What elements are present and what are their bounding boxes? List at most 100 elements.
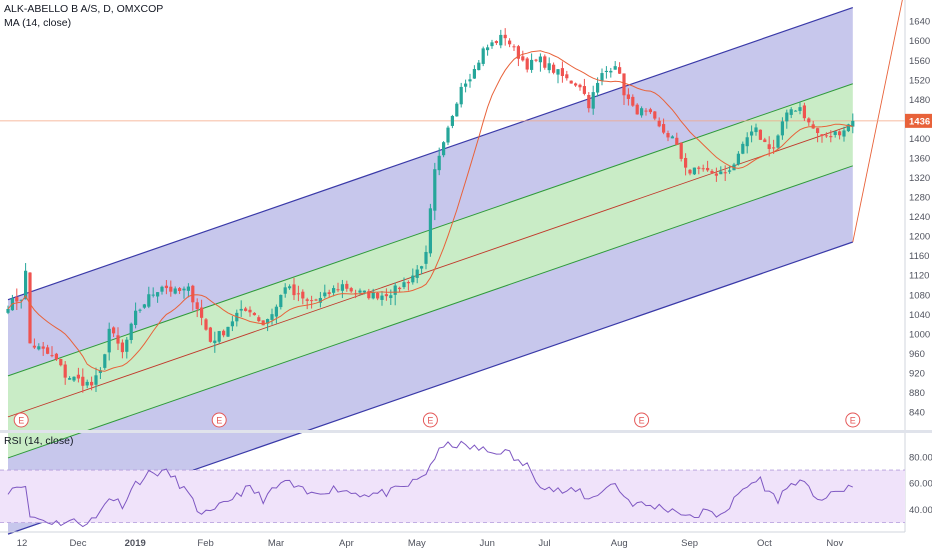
candle[interactable] [213, 331, 217, 353]
candle[interactable] [147, 286, 151, 309]
candle[interactable] [116, 327, 120, 350]
candle[interactable] [151, 287, 155, 298]
candle[interactable] [684, 153, 688, 176]
candle[interactable] [406, 280, 410, 291]
candle[interactable] [582, 78, 586, 96]
candle[interactable] [442, 141, 446, 158]
candle[interactable] [178, 286, 182, 295]
candle[interactable] [640, 106, 644, 118]
candle[interactable] [525, 57, 529, 73]
candle[interactable] [750, 125, 754, 143]
candle[interactable] [125, 337, 129, 359]
candle[interactable] [591, 85, 595, 115]
candle[interactable] [670, 135, 674, 139]
candle[interactable] [222, 329, 226, 338]
candle[interactable] [490, 39, 494, 49]
candle[interactable] [98, 367, 102, 380]
candle[interactable] [516, 44, 520, 67]
candle[interactable] [310, 295, 314, 309]
candle[interactable] [261, 320, 265, 326]
candle[interactable] [622, 73, 626, 105]
candle[interactable] [455, 102, 459, 117]
candle[interactable] [758, 129, 762, 140]
rsi-legend[interactable]: RSI (14, close) [4, 435, 74, 447]
channel-upper-line[interactable] [7, 6, 853, 301]
candle[interactable] [829, 130, 833, 143]
candle[interactable] [345, 280, 349, 292]
candle[interactable] [94, 367, 98, 393]
candle[interactable] [50, 346, 54, 358]
candle[interactable] [28, 272, 32, 344]
candle[interactable] [477, 59, 481, 71]
candle[interactable] [257, 315, 261, 323]
candle[interactable] [609, 67, 613, 78]
candle[interactable] [534, 58, 538, 63]
candle[interactable] [90, 376, 94, 391]
candle[interactable] [428, 203, 432, 257]
candle[interactable] [706, 160, 710, 172]
rsi-line[interactable] [7, 440, 853, 528]
candle[interactable] [824, 132, 828, 138]
candle[interactable] [305, 297, 309, 310]
regression-channel[interactable] [7, 0, 905, 535]
candle[interactable] [173, 286, 177, 295]
candle[interactable] [543, 54, 547, 70]
moving-average-series[interactable] [7, 50, 853, 372]
candle[interactable] [710, 169, 714, 174]
candle[interactable] [169, 280, 173, 297]
candle[interactable] [138, 308, 142, 313]
candle[interactable] [688, 168, 692, 176]
candle[interactable] [798, 102, 802, 115]
candle[interactable] [411, 268, 415, 285]
candle[interactable] [32, 338, 36, 350]
earnings-marker[interactable]: E [13, 412, 29, 428]
candle[interactable] [494, 40, 498, 45]
candle[interactable] [367, 288, 371, 300]
candle[interactable] [486, 44, 490, 56]
candle[interactable] [785, 109, 789, 129]
candle[interactable] [107, 322, 111, 361]
candle[interactable] [574, 82, 578, 87]
candle[interactable] [512, 44, 516, 52]
candle[interactable] [384, 288, 388, 301]
candle[interactable] [846, 123, 850, 133]
candle[interactable] [481, 46, 485, 67]
earnings-marker[interactable]: E [634, 412, 650, 428]
candle[interactable] [402, 277, 406, 290]
candle[interactable] [217, 330, 221, 344]
candle[interactable] [569, 80, 573, 84]
candle[interactable] [776, 134, 780, 150]
candle[interactable] [393, 282, 397, 306]
candle[interactable] [332, 285, 336, 297]
candle[interactable] [68, 376, 72, 380]
ma-line[interactable] [7, 50, 853, 372]
candle[interactable] [72, 376, 76, 382]
candle[interactable] [530, 53, 534, 73]
candle[interactable] [604, 66, 608, 79]
candle[interactable] [596, 77, 600, 97]
candle[interactable] [200, 299, 204, 326]
candle[interactable] [780, 117, 784, 140]
candle[interactable] [301, 289, 305, 305]
earnings-marker[interactable]: E [422, 412, 438, 428]
candle[interactable] [587, 92, 591, 113]
candle[interactable] [657, 117, 661, 128]
candle[interactable] [728, 165, 732, 174]
candle[interactable] [336, 282, 340, 293]
candle[interactable] [266, 318, 270, 332]
candle[interactable] [666, 130, 670, 142]
candle[interactable] [653, 111, 657, 121]
candle[interactable] [204, 318, 208, 331]
candle[interactable] [380, 291, 384, 306]
candle[interactable] [15, 288, 19, 311]
candle[interactable] [37, 343, 41, 351]
candle[interactable] [226, 326, 230, 337]
pane-separator[interactable] [0, 430, 932, 433]
candle[interactable] [578, 83, 582, 91]
candle[interactable] [81, 368, 85, 393]
candle[interactable] [46, 344, 50, 355]
candle[interactable] [398, 286, 402, 293]
candle[interactable] [618, 62, 622, 74]
candle[interactable] [274, 304, 278, 324]
